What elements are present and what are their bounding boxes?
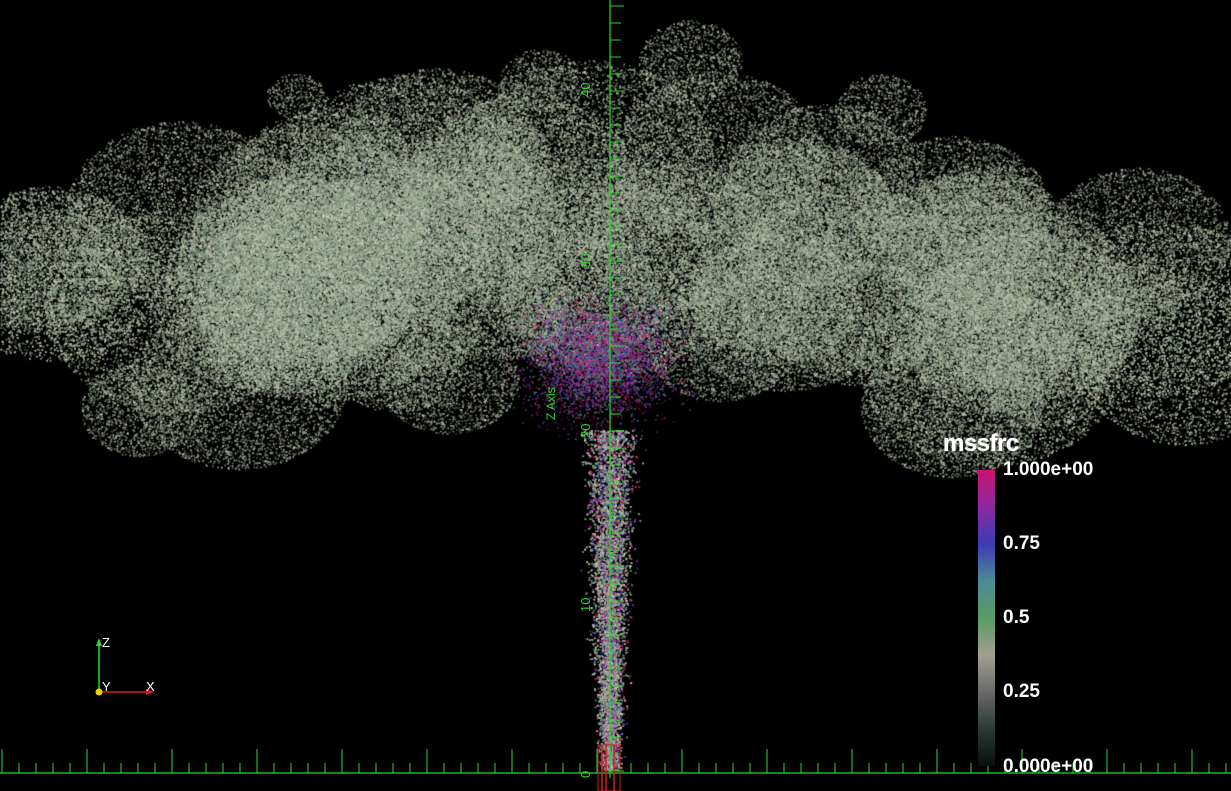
orient-x-arrowhead	[146, 689, 154, 695]
z-tick-label: 10	[578, 598, 593, 612]
colorbar-label: 0.25	[1003, 681, 1040, 702]
colorbar-gradient	[978, 470, 995, 766]
orient-y-dot	[95, 688, 103, 696]
colorbar-label: 0.5	[1003, 607, 1030, 628]
z-tick-label: 30	[578, 254, 593, 268]
colorbar-label: 0.75	[1003, 533, 1040, 554]
orient-x-label: X	[146, 679, 155, 694]
orientation-axes-widget[interactable]: Z Y X	[80, 630, 170, 710]
z-axis-ticks	[610, 5, 624, 772]
z-tick-label: 40	[578, 83, 593, 97]
orient-y-label: Y	[102, 679, 111, 694]
orient-z-arrowhead	[96, 638, 102, 646]
orient-z-label: Z	[102, 635, 110, 650]
z-tick-label: 0	[578, 771, 593, 778]
base-red-marker	[597, 744, 621, 791]
z-tick-label: 20	[578, 424, 593, 438]
x-axis-ticks	[1, 749, 1227, 773]
z-axis-title: Z Axis	[544, 387, 558, 420]
colorbar-title: mssfrc	[943, 430, 1019, 457]
colorbar-label-max: 1.000e+00	[1003, 459, 1094, 480]
colorbar-label-min: 0.000e+00	[1003, 756, 1094, 777]
